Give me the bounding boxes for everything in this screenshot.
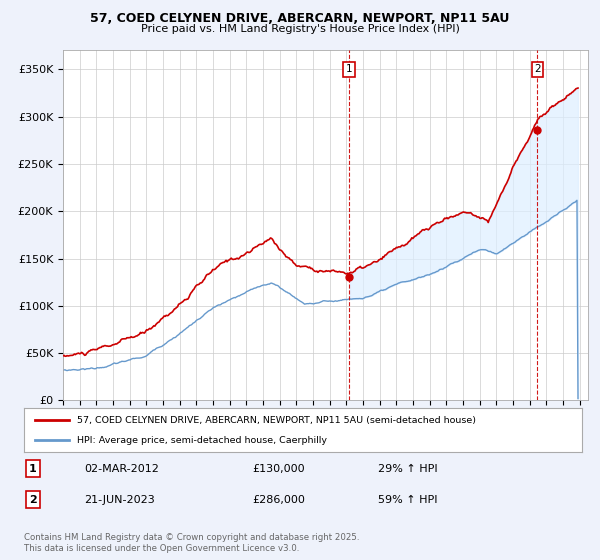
Text: 57, COED CELYNEN DRIVE, ABERCARN, NEWPORT, NP11 5AU: 57, COED CELYNEN DRIVE, ABERCARN, NEWPOR… xyxy=(91,12,509,25)
Text: HPI: Average price, semi-detached house, Caerphilly: HPI: Average price, semi-detached house,… xyxy=(77,436,327,445)
Text: 57, COED CELYNEN DRIVE, ABERCARN, NEWPORT, NP11 5AU (semi-detached house): 57, COED CELYNEN DRIVE, ABERCARN, NEWPOR… xyxy=(77,416,476,424)
Text: £130,000: £130,000 xyxy=(252,464,305,474)
Text: £286,000: £286,000 xyxy=(252,494,305,505)
Text: Contains HM Land Registry data © Crown copyright and database right 2025.
This d: Contains HM Land Registry data © Crown c… xyxy=(24,533,359,553)
Text: 2: 2 xyxy=(534,64,541,74)
Text: 21-JUN-2023: 21-JUN-2023 xyxy=(84,494,155,505)
Text: Price paid vs. HM Land Registry's House Price Index (HPI): Price paid vs. HM Land Registry's House … xyxy=(140,24,460,34)
Text: 29% ↑ HPI: 29% ↑ HPI xyxy=(378,464,437,474)
Text: 02-MAR-2012: 02-MAR-2012 xyxy=(84,464,159,474)
Text: 59% ↑ HPI: 59% ↑ HPI xyxy=(378,494,437,505)
Text: 1: 1 xyxy=(346,64,352,74)
Text: 1: 1 xyxy=(29,464,37,474)
Text: 2: 2 xyxy=(29,494,37,505)
